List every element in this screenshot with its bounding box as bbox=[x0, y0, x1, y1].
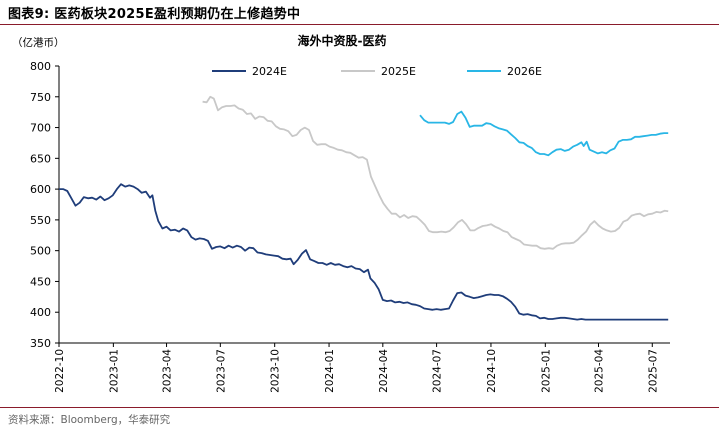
bottom-rule bbox=[0, 407, 719, 408]
y-tick-label: 600 bbox=[30, 183, 51, 196]
x-tick-label: 2025-07 bbox=[647, 349, 659, 393]
x-tick-label: 2025-04 bbox=[594, 349, 606, 393]
figure-title-text: 医药板块2025E盈利预期仍在上修趋势中 bbox=[54, 7, 301, 22]
x-tick-label: 2024-10 bbox=[486, 349, 498, 393]
y-tick-label: 550 bbox=[30, 214, 51, 227]
x-tick-label: 2024-01 bbox=[324, 349, 336, 393]
y-tick-label: 800 bbox=[30, 60, 51, 73]
series-line-2026E bbox=[419, 110, 669, 157]
x-tick-label: 2023-04 bbox=[162, 349, 174, 393]
unit-label: （亿港币） bbox=[12, 36, 65, 49]
x-tick-label: 2023-07 bbox=[215, 349, 227, 393]
series-line-2025E bbox=[202, 95, 669, 250]
x-tick-label: 2022-10 bbox=[54, 349, 66, 393]
y-tick-label: 750 bbox=[30, 91, 51, 104]
series-line-2024E bbox=[59, 183, 669, 321]
legend-label-2026E: 2026E bbox=[507, 65, 542, 78]
figure-title: 图表9: 医药板块2025E盈利预期仍在上修趋势中 bbox=[8, 3, 300, 22]
source-note: 资料来源：Bloomberg，华泰研究 bbox=[8, 414, 171, 426]
figure-label: 图表9: bbox=[8, 7, 50, 22]
legend-label-2024E: 2024E bbox=[252, 65, 287, 78]
top-rule bbox=[0, 24, 719, 25]
x-tick-label: 2024-04 bbox=[378, 349, 390, 393]
y-tick-label: 450 bbox=[30, 275, 51, 288]
x-tick-label: 2025-01 bbox=[540, 349, 552, 393]
y-tick-label: 500 bbox=[30, 245, 51, 258]
y-tick-label: 650 bbox=[30, 152, 51, 165]
y-tick-label: 700 bbox=[30, 122, 51, 135]
y-tick-label: 350 bbox=[30, 337, 51, 350]
x-tick-label: 2023-01 bbox=[108, 349, 120, 393]
chart-title: 海外中资股-医药 bbox=[298, 33, 387, 48]
x-tick-label: 2024-07 bbox=[432, 349, 444, 393]
x-tick-label: 2023-10 bbox=[270, 349, 282, 393]
y-tick-label: 400 bbox=[30, 306, 51, 319]
legend-label-2025E: 2025E bbox=[381, 65, 416, 78]
